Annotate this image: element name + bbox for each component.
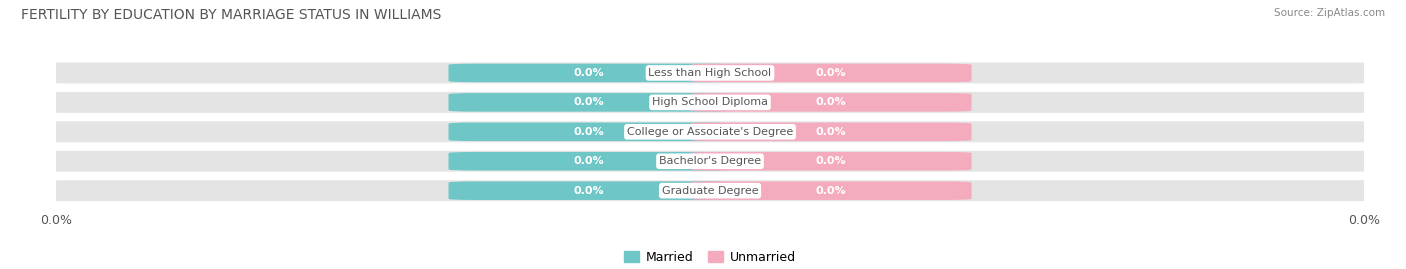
FancyBboxPatch shape (44, 151, 1376, 172)
FancyBboxPatch shape (449, 123, 730, 141)
Text: Source: ZipAtlas.com: Source: ZipAtlas.com (1274, 8, 1385, 18)
FancyBboxPatch shape (690, 123, 972, 141)
FancyBboxPatch shape (449, 93, 730, 112)
Text: Less than High School: Less than High School (648, 68, 772, 78)
Legend: Married, Unmarried: Married, Unmarried (619, 246, 801, 269)
Text: 0.0%: 0.0% (574, 68, 605, 78)
Text: 0.0%: 0.0% (815, 68, 846, 78)
Text: 0.0%: 0.0% (574, 156, 605, 166)
FancyBboxPatch shape (690, 181, 972, 200)
FancyBboxPatch shape (449, 64, 730, 82)
FancyBboxPatch shape (690, 152, 972, 171)
Text: Bachelor's Degree: Bachelor's Degree (659, 156, 761, 166)
Text: FERTILITY BY EDUCATION BY MARRIAGE STATUS IN WILLIAMS: FERTILITY BY EDUCATION BY MARRIAGE STATU… (21, 8, 441, 22)
FancyBboxPatch shape (449, 152, 730, 171)
FancyBboxPatch shape (44, 121, 1376, 142)
FancyBboxPatch shape (44, 92, 1376, 113)
FancyBboxPatch shape (449, 181, 730, 200)
Text: 0.0%: 0.0% (815, 127, 846, 137)
FancyBboxPatch shape (690, 93, 972, 112)
Text: 0.0%: 0.0% (574, 186, 605, 196)
Text: College or Associate's Degree: College or Associate's Degree (627, 127, 793, 137)
Text: Graduate Degree: Graduate Degree (662, 186, 758, 196)
Text: High School Diploma: High School Diploma (652, 97, 768, 107)
FancyBboxPatch shape (690, 64, 972, 82)
Text: 0.0%: 0.0% (815, 156, 846, 166)
Text: 0.0%: 0.0% (815, 97, 846, 107)
FancyBboxPatch shape (44, 62, 1376, 83)
Text: 0.0%: 0.0% (815, 186, 846, 196)
FancyBboxPatch shape (44, 180, 1376, 201)
Text: 0.0%: 0.0% (574, 127, 605, 137)
Text: 0.0%: 0.0% (574, 97, 605, 107)
